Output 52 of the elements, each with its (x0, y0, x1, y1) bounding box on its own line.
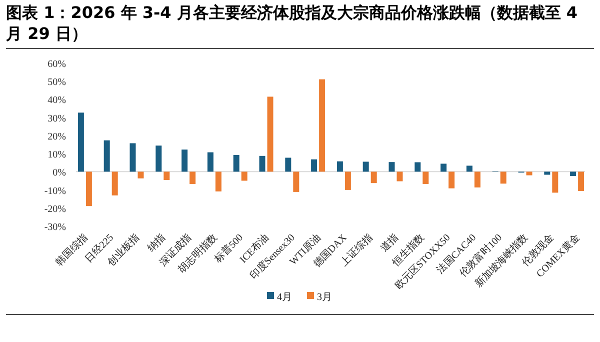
bar (319, 79, 326, 172)
y-tick-label: 40% (48, 95, 66, 106)
bar (293, 172, 300, 192)
y-tick-label: -10% (44, 186, 66, 197)
bar (422, 172, 429, 184)
bar (190, 172, 196, 184)
bar (86, 172, 92, 206)
bar (396, 172, 403, 182)
chart-title: 图表 1：2026 年 3-4 月各主要经济体股指及大宗商品价格涨跌幅（数据截至 4 月 29 日） (6, 2, 579, 44)
bar (474, 172, 480, 188)
bar (285, 158, 292, 172)
legend-label: 3月 (317, 292, 332, 303)
bar (104, 140, 110, 172)
bar (182, 150, 188, 172)
bar (500, 172, 506, 184)
bar (370, 172, 377, 184)
bar (259, 156, 266, 172)
bar (414, 162, 421, 172)
bar (233, 155, 240, 172)
bar (156, 146, 162, 172)
legend-label: 4月 (277, 292, 292, 303)
bar (207, 152, 214, 172)
y-tick-label: 10% (48, 150, 66, 161)
bar (544, 172, 550, 175)
bar (164, 172, 170, 180)
bar (344, 172, 351, 190)
bar (112, 172, 118, 196)
bar (552, 172, 558, 193)
bar (138, 172, 144, 178)
bar (311, 159, 318, 172)
bar (578, 172, 584, 192)
bar (130, 143, 136, 172)
bar (388, 162, 395, 172)
bar (215, 172, 222, 192)
y-tick-label: 0% (52, 168, 66, 179)
bar (466, 166, 472, 172)
y-tick-label: 60% (48, 59, 66, 70)
bar (526, 172, 532, 176)
bar (241, 172, 248, 181)
bar (570, 172, 576, 176)
bar (267, 96, 274, 172)
bar (78, 112, 84, 172)
y-tick-label: 50% (48, 77, 66, 88)
bar (362, 162, 369, 172)
y-tick-label: 30% (48, 113, 66, 124)
x-tick-label: 道指 (378, 232, 401, 254)
bar (336, 161, 343, 172)
y-tick-label: 20% (48, 131, 66, 142)
bar (440, 164, 447, 172)
bar (448, 172, 455, 188)
y-tick-label: -20% (44, 204, 66, 215)
y-tick-label: -30% (44, 222, 66, 233)
